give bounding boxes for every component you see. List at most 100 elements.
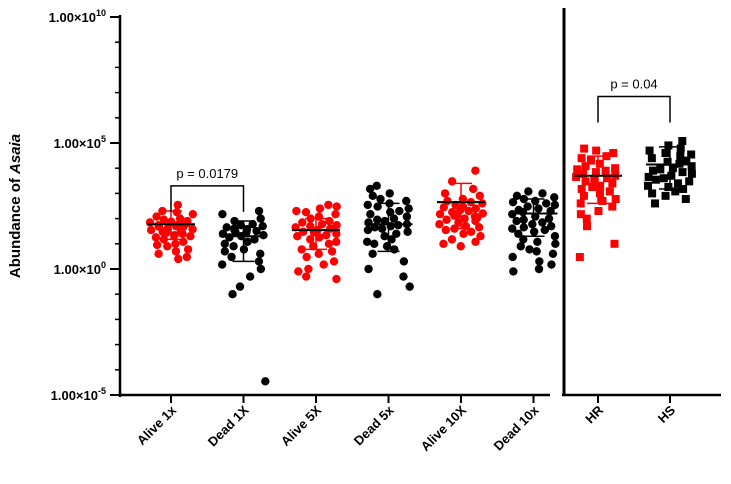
data-point	[596, 181, 605, 190]
data-point	[471, 166, 480, 175]
data-point	[152, 240, 162, 250]
data-point	[146, 225, 156, 235]
data-point	[231, 227, 240, 236]
data-point	[514, 229, 523, 238]
data-point	[474, 223, 484, 232]
data-point	[402, 196, 411, 206]
data-point	[576, 199, 585, 208]
data-point	[508, 252, 517, 262]
data-point	[518, 207, 528, 217]
data-point	[678, 168, 687, 177]
data-point	[516, 242, 525, 251]
data-point	[540, 225, 550, 235]
data-point	[588, 182, 597, 191]
data-point	[261, 377, 270, 386]
data-point	[399, 272, 408, 281]
data-point	[679, 184, 688, 193]
x-axis: Alive 1x Dead 1X Alive 5X Dead 5x Alive 10X D…	[119, 8, 721, 454]
data-point	[611, 164, 620, 173]
p-value-label: p = 0.0179	[176, 166, 238, 181]
data-point	[519, 223, 528, 232]
data-point	[182, 252, 192, 262]
data-point	[315, 204, 325, 213]
data-point	[183, 245, 193, 254]
data-point	[577, 184, 586, 193]
data-point	[373, 290, 382, 299]
data-point	[405, 282, 414, 291]
data-point	[447, 235, 457, 244]
data-point	[450, 211, 459, 220]
significance-annotations: p = 0.0179 p = 0.04	[170, 77, 671, 212]
data-point	[362, 237, 372, 247]
data-point	[532, 247, 541, 256]
data-point	[298, 218, 307, 227]
data-point	[435, 209, 445, 219]
data-point	[387, 235, 396, 244]
data-point	[533, 237, 542, 247]
data-point	[162, 228, 171, 237]
data-point	[583, 222, 592, 231]
p-value-label: p = 0.04	[610, 77, 657, 92]
data-point	[598, 196, 607, 205]
data-point	[172, 207, 182, 217]
data-point	[601, 166, 610, 175]
data-point	[581, 177, 590, 186]
data-point	[579, 191, 588, 200]
y-tick-label: 1.00×105	[54, 134, 106, 151]
data-point	[151, 233, 161, 242]
data-point	[227, 252, 236, 262]
x-tick-label: HS	[655, 402, 679, 426]
data-point	[259, 230, 268, 240]
error-bars	[147, 146, 694, 263]
data-point	[611, 194, 620, 203]
data-point	[550, 193, 559, 202]
data-point	[648, 166, 657, 175]
data-point	[668, 164, 677, 173]
data-point	[188, 224, 197, 234]
data-point	[304, 264, 313, 274]
data-point	[152, 212, 161, 221]
data-point	[302, 252, 311, 262]
x-tick-label: Alive 10X	[418, 402, 470, 454]
x-tick-label: Alive 1x	[134, 402, 180, 448]
data-point	[392, 229, 401, 238]
data-point	[577, 154, 586, 163]
data-point	[681, 194, 690, 203]
data-point	[664, 141, 673, 150]
data-point	[218, 209, 227, 219]
data-point	[576, 210, 585, 219]
data-point	[538, 218, 547, 227]
data-point	[478, 199, 487, 208]
data-point	[373, 202, 382, 211]
y-tick-label: 1.00×10-5	[51, 386, 106, 403]
x-tick-label: Dead 10x	[491, 402, 543, 454]
data-point	[368, 249, 377, 259]
data-point	[317, 219, 327, 229]
data-point	[550, 232, 560, 241]
data-point	[523, 202, 532, 211]
data-point	[171, 239, 180, 248]
data-point	[220, 247, 230, 256]
data-point	[519, 235, 528, 244]
data-point	[235, 282, 245, 291]
data-point	[293, 232, 302, 241]
data-point	[256, 214, 265, 223]
data-point	[174, 254, 183, 264]
data-point	[512, 191, 522, 201]
data-point	[538, 189, 547, 198]
data-point	[373, 215, 382, 224]
data-point	[377, 224, 387, 233]
data-point	[252, 226, 261, 236]
data-point	[159, 215, 169, 224]
data-point	[575, 252, 584, 261]
data-point	[368, 191, 377, 201]
data-point	[399, 257, 409, 266]
data-point	[595, 159, 604, 168]
data-point	[376, 194, 385, 204]
data-point	[609, 149, 618, 158]
data-point	[525, 245, 534, 254]
data-point	[319, 260, 328, 269]
data-point	[534, 204, 543, 213]
data-point	[548, 249, 558, 259]
data-point	[170, 230, 179, 240]
